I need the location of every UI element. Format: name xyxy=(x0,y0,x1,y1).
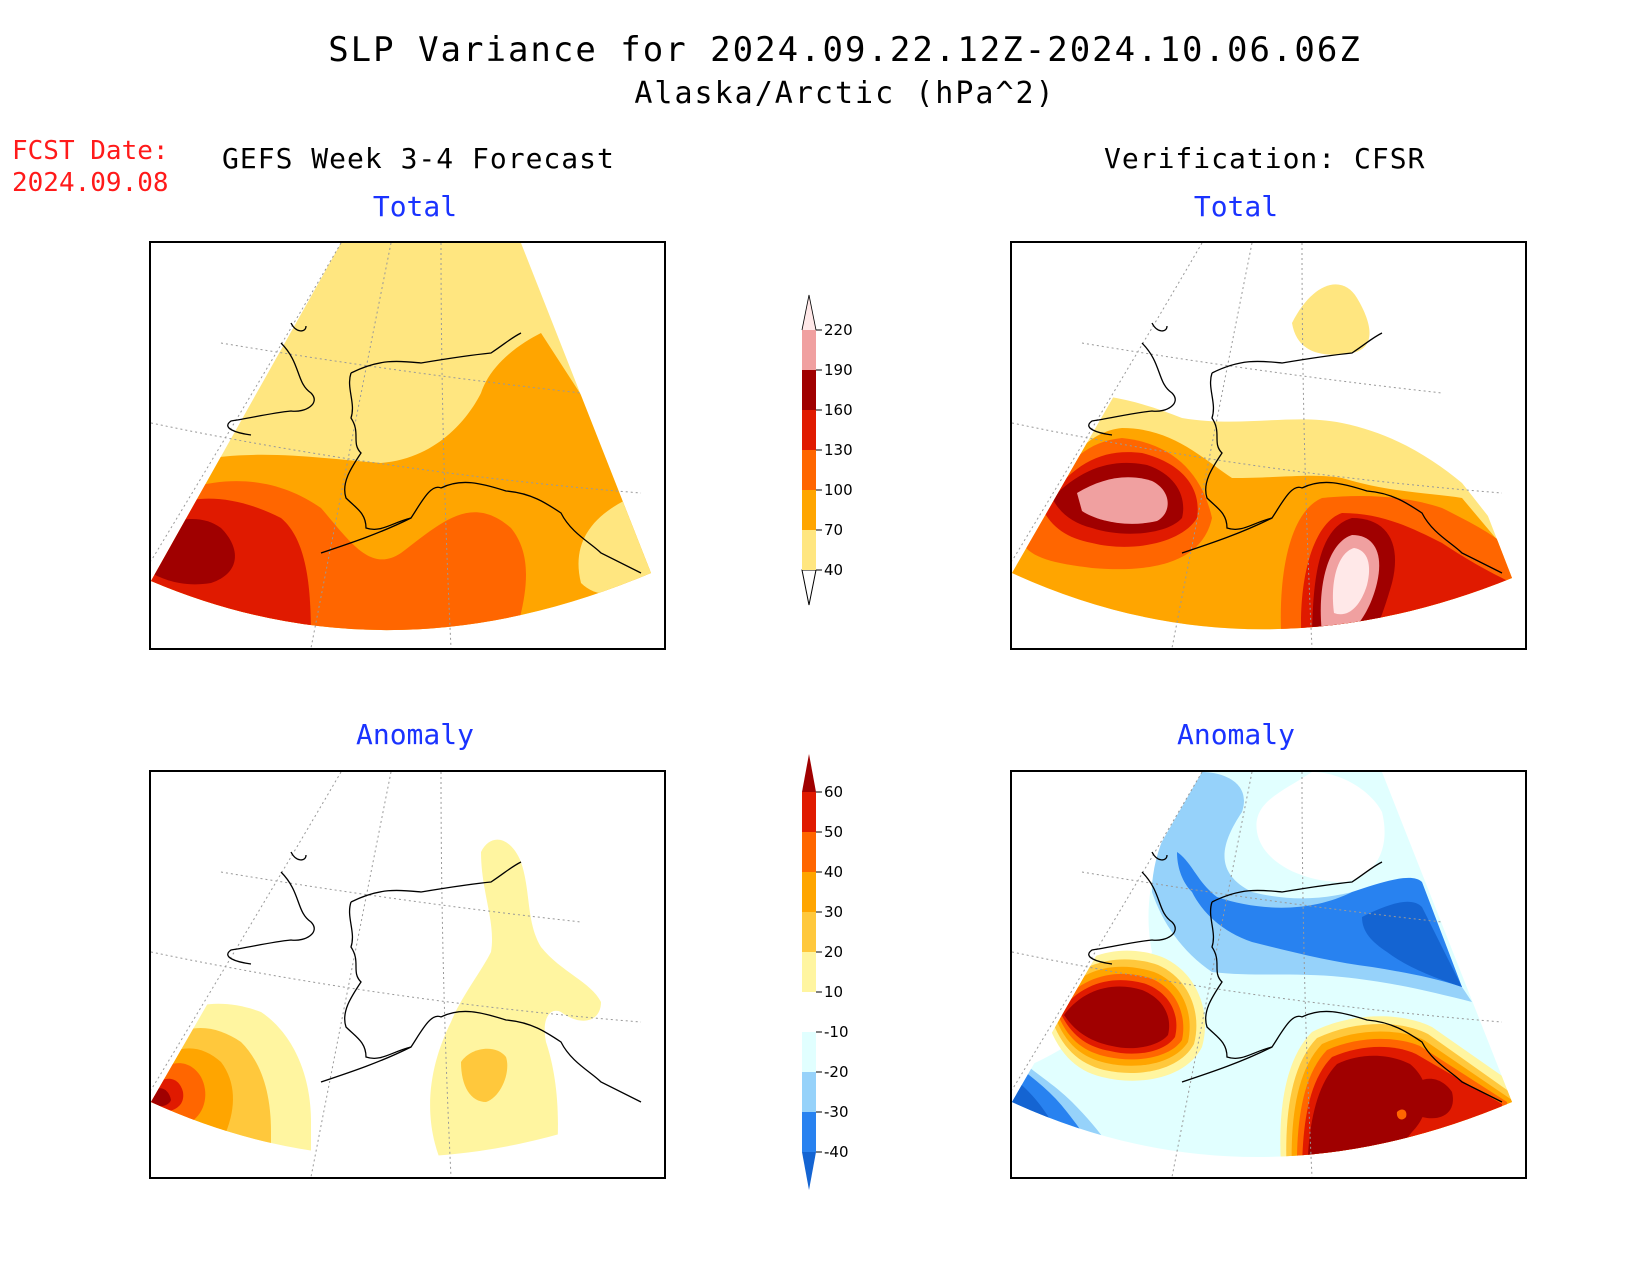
total-colorbar-graphic: 40 70 100 130 160 190 220 xyxy=(801,294,853,606)
colorbar-segment xyxy=(802,832,816,872)
colorbar-tick-label: 130 xyxy=(824,441,853,459)
colorbar-tick-label: 60 xyxy=(824,783,843,801)
colorbar-lower-extension xyxy=(801,569,817,606)
anomaly-colorbar: -40 -30 -20 -10 10 20 30 40 50 60 xyxy=(790,752,870,1202)
colorbar-segment xyxy=(802,330,816,370)
verification-total-map xyxy=(1010,241,1527,650)
verification-total-title: Total xyxy=(1193,190,1279,223)
colorbar-segment xyxy=(802,992,816,1032)
colorbar-tick-label: 20 xyxy=(824,943,843,961)
forecast-total-title: Total xyxy=(372,190,458,223)
colorbar-segment xyxy=(802,370,816,410)
colorbar-tick-label: -30 xyxy=(824,1103,849,1121)
chart-title: SLP Variance for 2024.09.22.12Z-2024.10.… xyxy=(328,30,1362,70)
colorbar-tick-label: 40 xyxy=(824,863,843,881)
fcst-date-value: 2024.09.08 xyxy=(12,168,169,198)
colorbar-segment xyxy=(802,530,816,570)
colorbar-segment xyxy=(802,912,816,952)
colorbar-tick-label: 10 xyxy=(824,983,843,1001)
forecast-total-map xyxy=(149,241,666,650)
colorbar-tick-label: -10 xyxy=(824,1023,849,1041)
colorbar-tick-label: 70 xyxy=(824,521,843,539)
colorbar-upper-extension xyxy=(802,754,816,792)
colorbar-upper-extension xyxy=(802,295,816,330)
colorbar-segment xyxy=(802,872,816,912)
colorbar-tick-label: 50 xyxy=(824,823,843,841)
chart-subtitle: Alaska/Arctic (hPa^2) xyxy=(634,76,1056,111)
colorbar-tick-label: 190 xyxy=(824,361,853,379)
colorbar-segment xyxy=(802,792,816,832)
fcst-date-label: FCST Date: xyxy=(12,136,169,166)
colorbar-tick-label: -20 xyxy=(824,1063,849,1081)
colorbar-segment xyxy=(802,490,816,530)
colorbar-tick-label: 220 xyxy=(824,321,853,339)
verification-column-title: Verification: CFSR xyxy=(1104,142,1426,175)
colorbar-tick-label: -40 xyxy=(824,1143,849,1161)
colorbar-segment xyxy=(802,1032,816,1072)
colorbar-segment xyxy=(802,1072,816,1112)
colorbar-tick-label: 100 xyxy=(824,481,853,499)
colorbar-tick-label: 40 xyxy=(824,561,843,579)
colorbar-tick-label: 160 xyxy=(824,401,853,419)
forecast-anomaly-title: Anomaly xyxy=(355,718,474,751)
verification-anomaly-map xyxy=(1010,770,1527,1179)
total-colorbar: 40 70 100 130 160 190 220 xyxy=(790,280,870,615)
colorbar-tick-label: 30 xyxy=(824,903,843,921)
colorbar-segment xyxy=(802,952,816,992)
colorbar-segment xyxy=(802,450,816,490)
colorbar-segment xyxy=(802,1112,816,1152)
forecast-column-title: GEFS Week 3-4 Forecast xyxy=(222,142,615,175)
anomaly-colorbar-graphic: -40 -30 -20 -10 10 20 30 40 50 60 xyxy=(802,754,849,1190)
verification-anomaly-title: Anomaly xyxy=(1176,718,1295,751)
colorbar-lower-extension xyxy=(802,1152,816,1190)
colorbar-segment xyxy=(802,410,816,450)
forecast-anomaly-map xyxy=(149,770,666,1179)
